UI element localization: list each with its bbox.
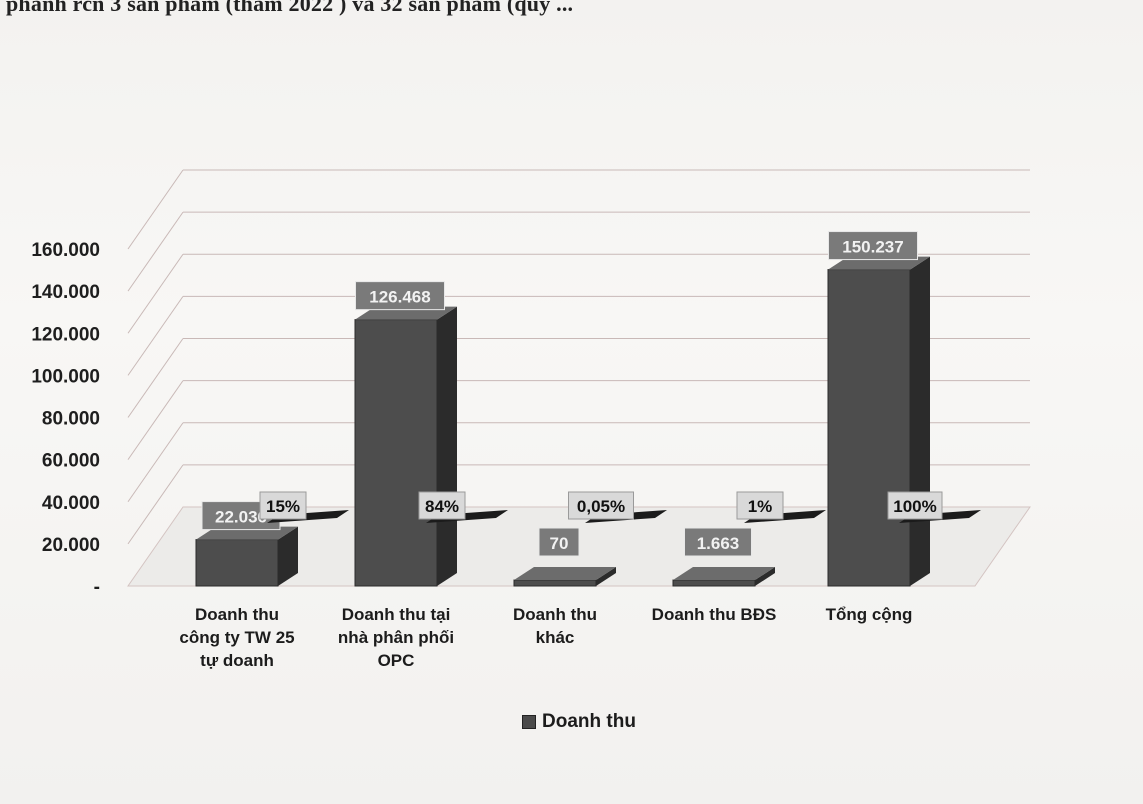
value-label-box xyxy=(538,527,580,557)
value-label: 126.468 xyxy=(369,288,430,307)
x-tick-label: Doanh thu xyxy=(513,605,597,624)
x-tick-label: khác xyxy=(536,628,575,647)
x-tick-label: công ty TW 25 xyxy=(179,628,294,647)
legend-label: Doanh thu xyxy=(542,711,636,732)
percent-label-box xyxy=(887,491,943,520)
gridline-depth xyxy=(127,422,184,503)
x-tick-label: Doanh thu xyxy=(195,605,279,624)
percent-label: 15% xyxy=(266,497,300,516)
value-label: 1.663 xyxy=(697,534,740,553)
value-label-box xyxy=(684,527,752,557)
y-tick-label: - xyxy=(94,577,100,598)
percent-label-box xyxy=(259,491,307,520)
value-label: 150.237 xyxy=(842,238,903,257)
bar xyxy=(827,269,911,587)
page-caption: phanh rcn 3 san pham (tham 2022 ) va 32 … xyxy=(6,0,574,16)
legend: Doanh thu xyxy=(522,711,636,733)
percent-label-box xyxy=(736,491,784,520)
value-label: 22.036 xyxy=(215,508,267,527)
value-label-box xyxy=(828,231,918,261)
percent-bar xyxy=(744,510,826,523)
percent-label: 1% xyxy=(748,497,773,516)
gridline-depth xyxy=(127,253,184,334)
percent-label: 0,05% xyxy=(577,497,625,516)
value-label: 70 xyxy=(550,534,569,553)
x-tick-label: Tổng cộng xyxy=(826,605,913,624)
value-label-box xyxy=(355,281,445,311)
gridline-depth xyxy=(127,464,184,545)
y-tick-label: 80.000 xyxy=(42,409,100,430)
y-tick-label: 20.000 xyxy=(42,535,100,556)
bar-top xyxy=(514,567,616,580)
gridline-depth xyxy=(127,211,184,292)
y-tick-label: 160.000 xyxy=(31,240,100,261)
x-tick-label: Doanh thu tại xyxy=(342,605,451,624)
percent-label-box xyxy=(418,491,466,520)
bar xyxy=(195,539,279,587)
percent-bar xyxy=(426,510,508,523)
x-tick-label: nhà phân phối xyxy=(338,628,454,647)
bar-side xyxy=(278,526,298,586)
x-tick-label: tự doanh xyxy=(200,651,274,670)
percent-label: 84% xyxy=(425,497,459,516)
bar-side xyxy=(755,567,775,586)
percent-label-box xyxy=(568,491,634,520)
percent-label: 100% xyxy=(893,497,936,516)
bar-side xyxy=(910,256,930,586)
bar-side xyxy=(596,567,616,586)
gridline-depth xyxy=(127,380,184,460)
bar xyxy=(513,579,597,587)
y-tick-label: 120.000 xyxy=(31,324,100,345)
gridline-depth xyxy=(127,296,184,376)
bar-side xyxy=(437,306,457,586)
gridline-depth xyxy=(127,169,184,250)
bar-top xyxy=(673,567,775,580)
x-tick-label: Doanh thu BĐS xyxy=(652,605,777,624)
x-tick-label: OPC xyxy=(378,651,415,670)
bar xyxy=(354,319,438,587)
y-tick-label: 40.000 xyxy=(42,493,100,514)
y-tick-label: 140.000 xyxy=(31,282,100,303)
legend-swatch xyxy=(522,715,536,729)
gridline-depth xyxy=(127,338,184,418)
y-tick-label: 60.000 xyxy=(42,451,100,472)
bar xyxy=(672,579,756,587)
percent-bar xyxy=(267,510,349,523)
y-tick-label: 100.000 xyxy=(31,366,100,387)
